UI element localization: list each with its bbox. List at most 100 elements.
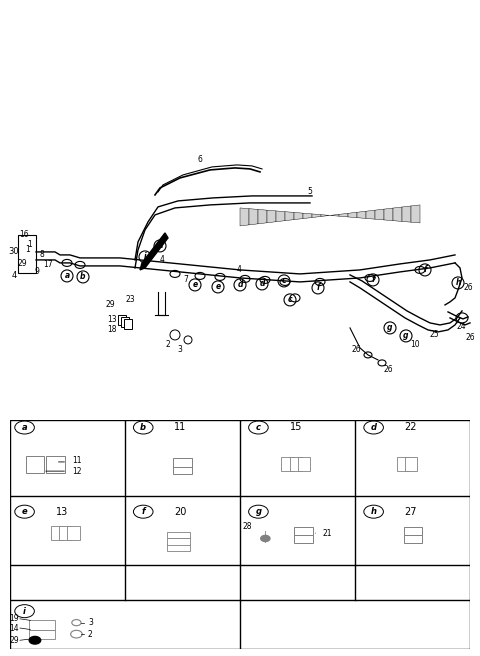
Text: 15: 15 <box>289 422 302 432</box>
Text: d: d <box>259 279 265 289</box>
Text: f: f <box>423 266 427 274</box>
Text: d: d <box>157 241 163 251</box>
Text: 14: 14 <box>9 623 19 632</box>
FancyBboxPatch shape <box>29 621 55 630</box>
Polygon shape <box>321 215 330 216</box>
FancyBboxPatch shape <box>51 526 64 540</box>
FancyBboxPatch shape <box>289 457 302 471</box>
Text: 2: 2 <box>166 340 170 350</box>
FancyBboxPatch shape <box>404 527 422 535</box>
Polygon shape <box>249 209 258 225</box>
Text: 4: 4 <box>237 266 241 274</box>
Circle shape <box>261 535 270 542</box>
Text: 7: 7 <box>183 276 189 285</box>
Text: g: g <box>387 323 393 333</box>
Text: 27: 27 <box>405 506 417 517</box>
Text: 26: 26 <box>463 283 473 293</box>
FancyBboxPatch shape <box>396 457 409 471</box>
Text: f: f <box>316 283 320 293</box>
Text: 16: 16 <box>19 230 29 239</box>
Text: i: i <box>23 607 26 616</box>
Polygon shape <box>384 208 393 220</box>
Text: c: c <box>256 423 261 432</box>
Polygon shape <box>285 212 294 220</box>
FancyBboxPatch shape <box>404 535 422 543</box>
Text: 29: 29 <box>9 636 19 645</box>
Polygon shape <box>375 209 384 220</box>
Text: 1: 1 <box>25 245 30 255</box>
Text: 1: 1 <box>28 240 32 249</box>
Text: 8: 8 <box>40 251 44 259</box>
Text: 5: 5 <box>308 188 312 196</box>
Polygon shape <box>339 213 348 217</box>
FancyBboxPatch shape <box>405 457 418 471</box>
Text: 21: 21 <box>323 529 333 538</box>
Polygon shape <box>393 207 402 222</box>
FancyBboxPatch shape <box>26 456 44 472</box>
Text: d: d <box>237 280 243 289</box>
Text: 11: 11 <box>72 456 81 465</box>
Circle shape <box>29 636 41 644</box>
Text: 13: 13 <box>56 506 68 517</box>
Text: 26: 26 <box>383 365 393 375</box>
Text: 3: 3 <box>88 618 93 627</box>
FancyBboxPatch shape <box>168 531 191 539</box>
Text: b: b <box>80 272 86 281</box>
FancyBboxPatch shape <box>59 526 72 540</box>
FancyBboxPatch shape <box>29 630 55 639</box>
Text: 2: 2 <box>88 630 93 639</box>
Text: e: e <box>192 280 198 289</box>
Text: 4: 4 <box>159 255 165 264</box>
FancyBboxPatch shape <box>294 535 312 543</box>
Text: 23: 23 <box>125 295 135 304</box>
Text: 17: 17 <box>43 260 53 270</box>
FancyBboxPatch shape <box>173 458 192 466</box>
Text: f: f <box>372 276 375 285</box>
Text: 20: 20 <box>174 506 187 517</box>
Text: h: h <box>371 507 377 516</box>
FancyBboxPatch shape <box>168 544 191 551</box>
FancyBboxPatch shape <box>124 319 132 329</box>
Text: 10: 10 <box>410 340 420 350</box>
Text: g: g <box>255 507 262 516</box>
Polygon shape <box>348 213 357 218</box>
Text: 11: 11 <box>174 422 187 432</box>
Text: a: a <box>64 272 70 280</box>
Text: 25: 25 <box>429 331 439 339</box>
Text: 29: 29 <box>105 300 115 310</box>
Text: e: e <box>22 507 27 516</box>
Text: 3: 3 <box>178 346 182 354</box>
Text: 4: 4 <box>12 272 17 280</box>
FancyBboxPatch shape <box>294 527 312 535</box>
Text: 29: 29 <box>17 259 27 268</box>
Polygon shape <box>258 209 267 224</box>
FancyBboxPatch shape <box>173 466 192 474</box>
Text: i: i <box>144 253 146 262</box>
Polygon shape <box>366 210 375 219</box>
Polygon shape <box>402 206 411 222</box>
Text: 13: 13 <box>107 316 117 325</box>
Polygon shape <box>240 208 249 226</box>
FancyBboxPatch shape <box>118 315 126 325</box>
Text: 26: 26 <box>465 333 475 342</box>
Text: 22: 22 <box>405 422 417 432</box>
Polygon shape <box>330 215 339 216</box>
FancyBboxPatch shape <box>121 317 129 327</box>
Polygon shape <box>312 214 321 218</box>
Text: a: a <box>22 423 27 432</box>
Text: 19: 19 <box>9 614 19 623</box>
FancyBboxPatch shape <box>67 526 80 540</box>
Text: f: f <box>142 507 145 516</box>
FancyBboxPatch shape <box>281 457 294 471</box>
Text: h: h <box>456 278 461 287</box>
FancyBboxPatch shape <box>47 456 65 472</box>
Polygon shape <box>276 211 285 222</box>
Text: 30: 30 <box>9 247 19 256</box>
Text: e: e <box>216 283 221 291</box>
Polygon shape <box>357 211 366 218</box>
Text: 12: 12 <box>72 467 81 476</box>
Text: 24: 24 <box>456 322 466 331</box>
FancyBboxPatch shape <box>168 538 191 544</box>
Polygon shape <box>140 233 168 270</box>
Polygon shape <box>267 210 276 223</box>
